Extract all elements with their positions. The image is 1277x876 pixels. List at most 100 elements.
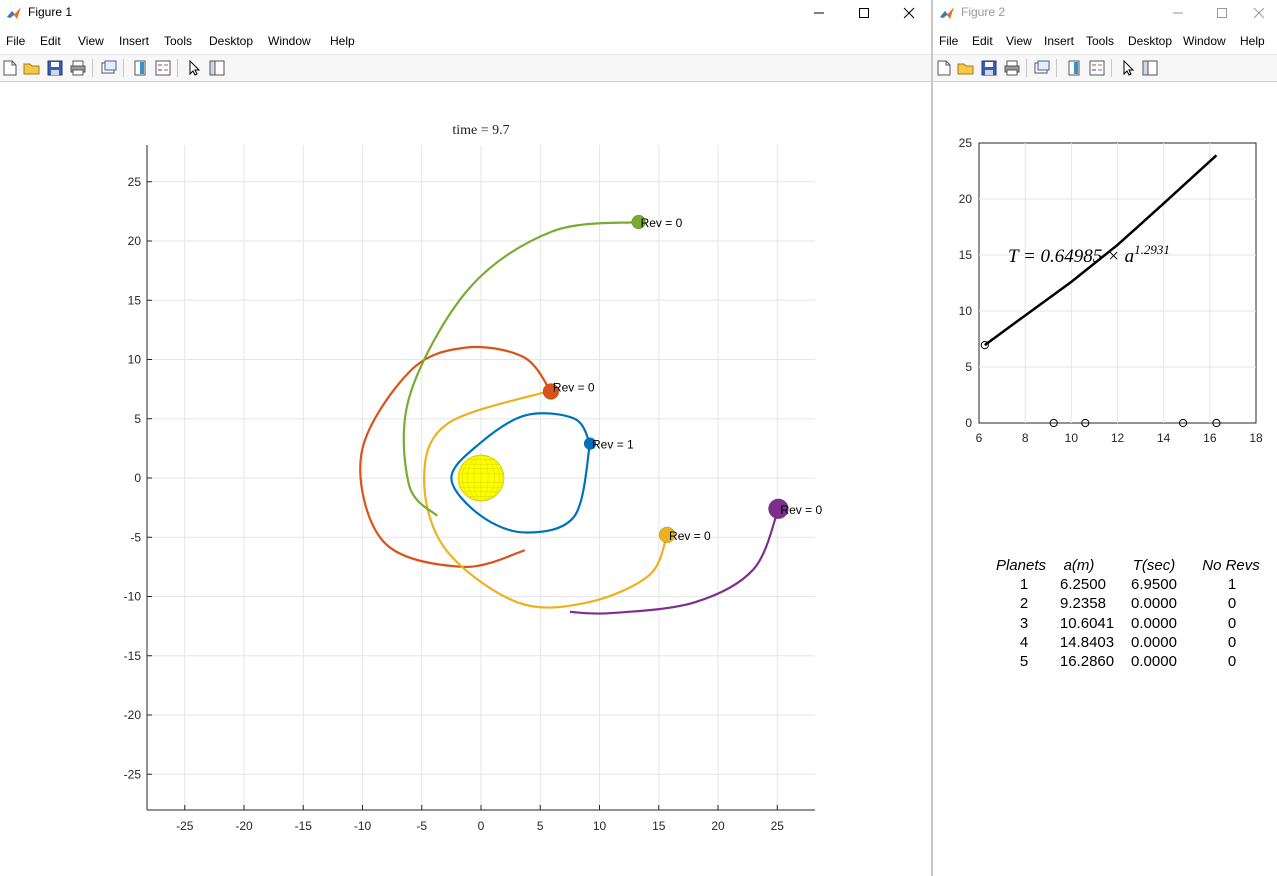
close-icon — [1253, 7, 1265, 18]
menu-tools[interactable]: Tools — [1086, 34, 1115, 48]
print-icon[interactable] — [69, 59, 87, 77]
menu-edit[interactable]: Edit — [972, 34, 993, 48]
minimize-button[interactable] — [1155, 0, 1200, 25]
table-cell: 0 — [1228, 634, 1236, 651]
planet-revolution-label: Rev = 1 — [592, 438, 634, 452]
table-cell: 1 — [1020, 576, 1028, 593]
table-cell: 4 — [1020, 634, 1028, 651]
table-cell: 10.6041 — [1060, 615, 1114, 632]
close-button[interactable] — [886, 0, 931, 25]
table-cell: 0.0000 — [1131, 653, 1177, 670]
y-tick-label: 10 — [959, 304, 973, 318]
x-tick-label: 25 — [771, 819, 785, 833]
y-tick-label: -20 — [124, 708, 142, 722]
insert-colorbar-icon[interactable] — [1065, 59, 1083, 77]
y-tick-label: 5 — [134, 412, 141, 426]
toolbar-separator — [1111, 59, 1112, 77]
planet-revolution-label: Rev = 0 — [553, 380, 595, 394]
planet-2 — [542, 383, 560, 400]
insert-legend-icon[interactable] — [1088, 59, 1106, 77]
planet-3 — [658, 526, 676, 544]
fit-equation-exponent: 1.2931 — [1134, 242, 1170, 257]
table-cell: 16.2860 — [1060, 653, 1114, 670]
figure-toolbar — [0, 54, 932, 82]
menu-view[interactable]: View — [78, 34, 104, 48]
planet-revolution-label: Rev = 0 — [641, 216, 683, 230]
close-button[interactable] — [1241, 0, 1277, 25]
print-icon[interactable] — [1003, 59, 1021, 77]
menu-insert[interactable]: Insert — [1044, 34, 1075, 48]
toolbar-separator — [1026, 59, 1027, 77]
tick-labels: 6 8 10 12 14 16 18 25 20 15 10 5 0 — [959, 136, 1263, 445]
figure-2-window: Figure 2 File Edit View Insert Tools Des… — [933, 0, 1277, 876]
y-tick-label: -25 — [124, 767, 142, 781]
new-figure-icon[interactable] — [935, 59, 953, 77]
minimize-button[interactable] — [796, 0, 841, 25]
x-tick-label: 16 — [1203, 431, 1217, 445]
menu-bar: File Edit View Insert Tools Desktop Wind… — [0, 30, 932, 75]
maximize-icon — [1216, 7, 1227, 18]
y-tick-label: 20 — [128, 234, 142, 248]
planet-revolution-label: Rev = 0 — [780, 503, 822, 517]
menu-tools[interactable]: Tools — [164, 34, 193, 48]
title-bar: Figure 1 — [0, 0, 932, 25]
link-plot-icon[interactable] — [1033, 59, 1051, 77]
figure-1-window: Figure 1 File Edit View Insert Tools Des… — [0, 0, 932, 876]
maximize-button[interactable] — [1199, 0, 1244, 25]
x-tick-label: -15 — [295, 819, 313, 833]
menu-file[interactable]: File — [939, 34, 959, 48]
data-point-marker — [1081, 418, 1090, 428]
menu-edit[interactable]: Edit — [40, 34, 61, 48]
insert-legend-icon[interactable] — [154, 59, 172, 77]
x-tick-label: 8 — [1022, 431, 1029, 445]
y-tick-label: 20 — [959, 192, 973, 206]
table-cell: 6.9500 — [1131, 576, 1177, 593]
open-file-icon[interactable] — [23, 59, 41, 77]
open-file-icon[interactable] — [957, 59, 975, 77]
y-tick-label: 10 — [128, 353, 142, 367]
table-cell: 6.2500 — [1060, 576, 1106, 593]
window-title: Figure 1 — [28, 5, 73, 19]
property-inspector-icon[interactable] — [208, 59, 226, 77]
figure-toolbar — [933, 54, 1277, 82]
planet-4 — [768, 498, 789, 520]
maximize-button[interactable] — [841, 0, 886, 25]
y-tick-label: 25 — [959, 136, 973, 150]
results-table: Planets a(m) T(sec) No Revs 1 6.2500 6.9… — [996, 557, 1260, 670]
menu-help[interactable]: Help — [330, 34, 355, 48]
table-header-planets: Planets — [996, 557, 1047, 574]
table-cell: 9.2358 — [1060, 595, 1106, 612]
fit-equation-base: T = 0.64985 × a — [1008, 246, 1134, 267]
table-cell: 0.0000 — [1131, 634, 1177, 651]
menu-file[interactable]: File — [6, 34, 26, 48]
data-point-marker — [980, 341, 989, 350]
save-icon[interactable] — [46, 59, 64, 77]
table-cell: 2 — [1020, 595, 1028, 612]
data-point-marker — [1178, 418, 1188, 428]
orbit-path-planet-4 — [569, 508, 780, 615]
menu-view[interactable]: View — [1006, 34, 1032, 48]
menu-help[interactable]: Help — [1240, 34, 1265, 48]
x-tick-label: 5 — [537, 819, 544, 833]
x-tick-label: 14 — [1157, 431, 1171, 445]
orbit-paths — [359, 220, 780, 615]
menu-insert[interactable]: Insert — [119, 34, 150, 48]
insert-colorbar-icon[interactable] — [131, 59, 149, 77]
menu-desktop[interactable]: Desktop — [209, 34, 254, 48]
menu-desktop[interactable]: Desktop — [1128, 34, 1173, 48]
table-header-a: a(m) — [1064, 557, 1095, 574]
new-figure-icon[interactable] — [1, 59, 19, 77]
pointer-icon[interactable] — [185, 59, 203, 77]
orbit-plot-axes[interactable]: time = 9.7 -25 -20 -15 -10 -5 0 5 10 15 20 25 25 20 1… — [0, 81, 932, 876]
minimize-icon — [1172, 12, 1183, 13]
save-icon[interactable] — [980, 59, 998, 77]
property-inspector-icon[interactable] — [1141, 59, 1159, 77]
y-tick-label: 0 — [134, 471, 141, 485]
toolbar-separator — [92, 59, 93, 77]
menu-window[interactable]: Window — [1183, 34, 1226, 48]
link-plot-icon[interactable] — [100, 59, 118, 77]
table-cell: 1 — [1228, 576, 1236, 593]
pointer-icon[interactable] — [1119, 59, 1137, 77]
menu-window[interactable]: Window — [268, 34, 311, 48]
